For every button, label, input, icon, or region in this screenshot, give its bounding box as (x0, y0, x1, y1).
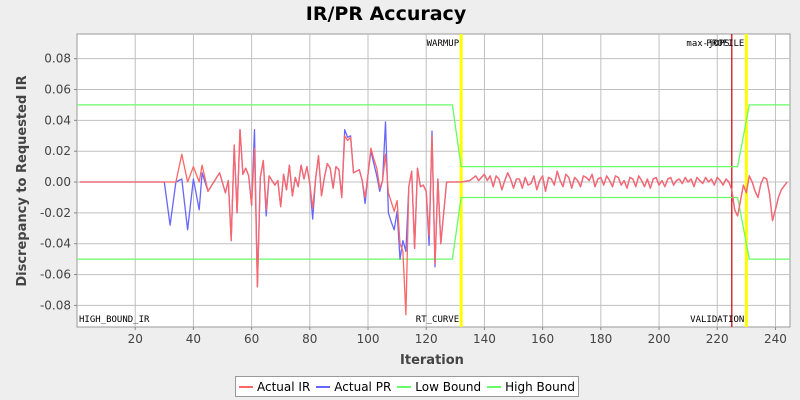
x-tick-label: 60 (244, 332, 259, 346)
x-tick-label: 220 (706, 332, 729, 346)
series-line-high-bound (77, 104, 790, 168)
marker-label: PROFILE (706, 39, 744, 49)
series-line-low-bound (77, 196, 790, 260)
legend-label: Actual IR (257, 379, 311, 394)
legend-swatch (397, 385, 412, 388)
marker-label: HIGH_BOUND_IR (79, 315, 150, 325)
markers: HIGH_BOUND_IR WARMUP RT_CURVE max-jOPS VALID… (79, 34, 748, 327)
legend-swatch (316, 385, 331, 388)
x-tick-label: 200 (648, 332, 671, 346)
y-tick-label: 0.04 (44, 113, 71, 127)
x-axis-label: Iteration (400, 353, 464, 368)
series-line-actual-ir (79, 128, 788, 316)
x-tick-label: 80 (302, 332, 317, 346)
y-tick-label: -0.02 (40, 206, 71, 220)
x-tick-label: 120 (415, 332, 438, 346)
x-tick-label: 240 (764, 332, 787, 346)
legend-label: Actual PR (334, 379, 392, 394)
legend-item: Low Bound (397, 380, 481, 394)
legend-swatch (239, 385, 253, 388)
y-axis-label: Discrepancy to Requested IR (15, 75, 30, 286)
legend: Actual IR Actual PR Low Bound High Bound (235, 376, 579, 397)
series-lines (77, 104, 790, 316)
legend-label: Low Bound (415, 379, 482, 394)
x-tick-label: 160 (531, 332, 554, 346)
legend-item: High Bound (487, 380, 575, 394)
x-tick-label: 40 (186, 332, 201, 346)
y-tick-label: 0.02 (44, 144, 71, 158)
x-tick-label: 140 (473, 332, 496, 346)
marker-label: WARMUP (427, 39, 460, 49)
x-tick-label: 20 (128, 332, 143, 346)
y-tick-labels: 0.08 0.06 0.04 0.02 0.00 -0.02 -0.04 -0.06 -0.08 (40, 52, 77, 312)
legend-item: Actual IR (239, 380, 310, 394)
chart-title: IR/PR Accuracy (306, 3, 467, 25)
y-tick-label: 0.00 (44, 175, 71, 189)
legend-label: High Bound (505, 379, 575, 394)
y-tick-label: 0.06 (44, 83, 71, 97)
x-tick-labels: 20 40 60 80 100 120 140 160 180 200 220 240 (128, 327, 787, 346)
legend-item: Actual PR (316, 380, 391, 394)
y-tick-label: -0.08 (40, 298, 71, 312)
x-tick-label: 100 (357, 332, 380, 346)
marker-label: VALIDATION (690, 315, 744, 325)
y-tick-label: -0.04 (40, 237, 71, 251)
marker-label: RT_CURVE (416, 315, 459, 325)
marker-label: max-jOPS (686, 39, 729, 49)
x-tick-label: 180 (589, 332, 612, 346)
y-tick-label: 0.08 (44, 52, 71, 66)
y-tick-label: -0.06 (40, 268, 71, 282)
legend-swatch (487, 385, 502, 388)
